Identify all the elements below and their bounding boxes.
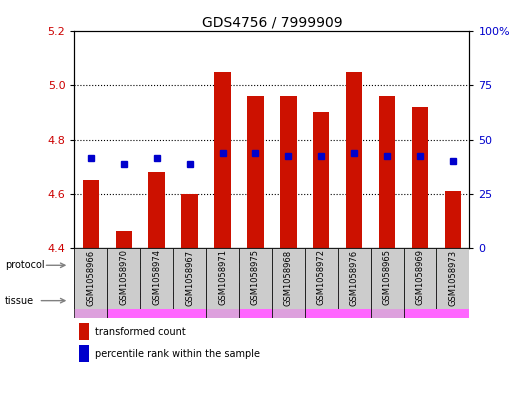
Bar: [346, 72, 362, 248]
Bar: [206, 283, 239, 318]
Bar: [148, 172, 165, 248]
Text: mesenchymal stromal
cell: mesenchymal stromal cell: [192, 255, 286, 275]
Text: bone
marrow: bone marrow: [207, 291, 239, 310]
Text: bone
marrow: bone marrow: [272, 291, 304, 310]
Bar: [379, 96, 396, 248]
Bar: [370, 248, 469, 283]
Bar: [370, 248, 404, 309]
Bar: [83, 180, 99, 248]
Bar: [206, 248, 239, 309]
Bar: [115, 231, 132, 248]
Text: GDS4756 / 7999909: GDS4756 / 7999909: [202, 16, 342, 30]
Bar: [305, 248, 338, 309]
Text: GSM1058974: GSM1058974: [152, 250, 161, 305]
Bar: [272, 283, 305, 318]
Bar: [404, 248, 437, 309]
Text: protocol: protocol: [5, 260, 45, 270]
Text: GSM1058973: GSM1058973: [448, 250, 458, 305]
Text: GSM1058966: GSM1058966: [86, 250, 95, 305]
Text: GSM1058975: GSM1058975: [251, 250, 260, 305]
Text: peripheral
blood: peripheral blood: [408, 290, 465, 311]
Bar: [272, 248, 305, 309]
Bar: [280, 96, 297, 248]
Text: GSM1058968: GSM1058968: [284, 250, 293, 305]
Bar: [74, 248, 206, 283]
Text: peripheral
blood: peripheral blood: [309, 290, 367, 311]
Text: GSM1058971: GSM1058971: [218, 250, 227, 305]
Bar: [404, 283, 469, 318]
Bar: [107, 248, 140, 309]
Bar: [239, 283, 272, 318]
Bar: [370, 283, 404, 318]
Bar: [214, 72, 231, 248]
Text: GSM1058965: GSM1058965: [383, 250, 391, 305]
Bar: [247, 96, 264, 248]
Text: peripheral
blood: peripheral blood: [128, 290, 186, 311]
Bar: [305, 283, 370, 318]
Text: GSM1058967: GSM1058967: [185, 250, 194, 305]
Text: combined (IM + MSC): combined (IM + MSC): [276, 261, 367, 270]
Text: tissue: tissue: [5, 296, 34, 306]
Text: GSM1058976: GSM1058976: [350, 250, 359, 305]
Bar: [206, 248, 272, 283]
Text: bone
marrow: bone marrow: [371, 291, 403, 310]
Text: percentile rank within the sample: percentile rank within the sample: [95, 349, 261, 359]
Bar: [173, 248, 206, 309]
Bar: [140, 248, 173, 309]
Bar: [412, 107, 428, 248]
Bar: [437, 248, 469, 309]
Text: bone
marrow: bone marrow: [75, 291, 107, 310]
Bar: [79, 323, 89, 340]
Text: untreated: untreated: [399, 261, 441, 270]
Bar: [74, 248, 107, 309]
Text: GSM1058969: GSM1058969: [416, 250, 425, 305]
Bar: [182, 194, 198, 248]
Bar: [107, 283, 206, 318]
Text: GSM1058972: GSM1058972: [317, 250, 326, 305]
Bar: [74, 283, 107, 318]
Bar: [445, 191, 461, 248]
Bar: [272, 248, 370, 283]
Text: peripheral
blood: peripheral blood: [227, 290, 284, 311]
Bar: [79, 345, 89, 362]
Bar: [239, 248, 272, 309]
Text: transformed count: transformed count: [95, 327, 186, 336]
Text: GSM1058970: GSM1058970: [119, 250, 128, 305]
Bar: [338, 248, 370, 309]
Text: imatinib: imatinib: [123, 261, 157, 270]
Bar: [313, 112, 329, 248]
